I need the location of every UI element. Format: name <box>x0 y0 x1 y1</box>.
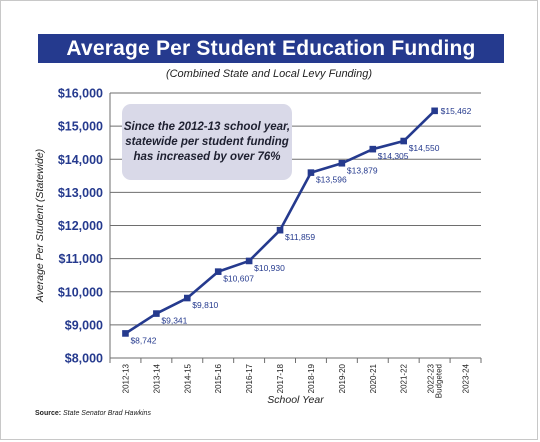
y-axis-title: Average Per Student (Statewide) <box>34 149 46 303</box>
data-label: $11,859 <box>285 232 315 242</box>
x-tick-label: 2016-17 <box>245 363 254 393</box>
x-tick-label: 2013-14 <box>152 363 161 393</box>
y-tick-label: $10,000 <box>58 285 103 299</box>
x-tick-label: 2019-20 <box>338 363 347 393</box>
y-tick-label: $13,000 <box>58 186 103 200</box>
annotation-callout: Since the 2012-13 school year, statewide… <box>122 104 292 180</box>
y-tick-label: $11,000 <box>59 252 104 266</box>
y-tick-label: $9,000 <box>65 318 103 332</box>
x-tick-label: 2021-22 <box>400 363 409 393</box>
x-tick-label: 2017-18 <box>276 363 285 393</box>
y-tick-label: $8,000 <box>65 352 103 366</box>
source-note: Source: State Senator Brad Hawkins <box>35 410 151 417</box>
source-text: State Senator Brad Hawkins <box>63 410 151 417</box>
x-tick-label: 2022-23Budgeted <box>427 363 444 398</box>
data-label: $15,462 <box>441 106 472 116</box>
y-tick-label: $15,000 <box>58 120 103 134</box>
data-label: $9,341 <box>161 316 187 326</box>
chart-subtitle: (Combined State and Local Levy Funding) <box>165 68 373 80</box>
data-label: $14,550 <box>409 143 440 153</box>
data-point <box>245 257 253 265</box>
data-label: $10,930 <box>254 263 285 273</box>
data-point <box>122 330 129 337</box>
x-tick-label: 2018-19 <box>307 363 316 393</box>
chart-title: Average Per Student Education Funding <box>38 34 504 63</box>
data-point <box>214 268 222 275</box>
data-point <box>400 137 408 145</box>
x-tick-label: 2015-16 <box>214 363 223 393</box>
x-tick-label: 2012-13 <box>121 363 130 393</box>
source-label: Source: <box>35 410 62 417</box>
data-label: $13,596 <box>316 175 347 185</box>
annotation-text: Since the 2012-13 school year, statewide… <box>123 120 291 163</box>
data-label: $14,305 <box>378 151 409 161</box>
data-label: $8,742 <box>130 335 156 345</box>
data-point <box>307 169 315 176</box>
x-axis-title: School Year <box>267 394 324 406</box>
data-point <box>369 145 377 153</box>
data-label: $10,607 <box>223 274 254 284</box>
x-tick-label: 2014-15 <box>183 363 192 393</box>
y-tick-label: $14,000 <box>58 153 103 167</box>
data-label: $13,879 <box>347 165 378 175</box>
y-tick-label: $12,000 <box>58 219 103 233</box>
data-point <box>153 310 160 317</box>
data-point <box>276 226 284 234</box>
data-point <box>183 294 191 302</box>
x-tick-label: 2020-21 <box>369 363 378 393</box>
data-point <box>338 159 346 167</box>
data-point <box>431 107 438 115</box>
y-tick-label: $16,000 <box>58 87 103 101</box>
x-tick-label: 2023-24 <box>462 363 471 393</box>
data-label: $9,810 <box>192 300 218 310</box>
